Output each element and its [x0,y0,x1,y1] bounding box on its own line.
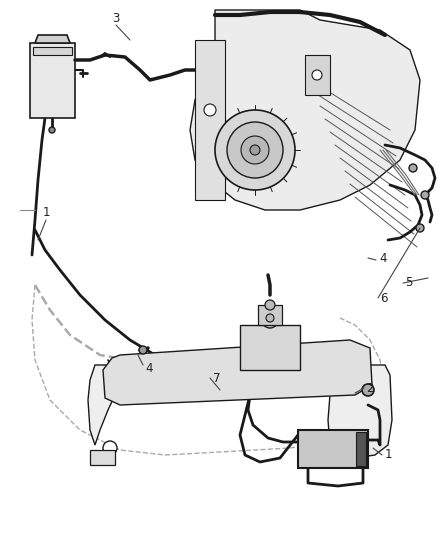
Circle shape [416,224,424,232]
Text: 5: 5 [405,276,413,288]
Text: 2: 2 [366,382,374,394]
Circle shape [49,127,55,133]
Circle shape [227,122,283,178]
Polygon shape [103,340,372,405]
Circle shape [409,164,417,172]
Text: 7: 7 [213,372,221,384]
Bar [33,47,72,55]
Circle shape [241,136,269,164]
Circle shape [421,191,429,199]
Text: 6: 6 [380,292,388,304]
Bar [240,325,300,370]
Polygon shape [35,35,70,43]
Circle shape [362,384,374,396]
Circle shape [103,441,117,455]
Text: 1: 1 [42,206,50,220]
Circle shape [312,70,322,80]
Text: 1: 1 [384,448,392,462]
Circle shape [266,314,274,322]
Circle shape [262,312,278,328]
Bar [298,430,368,468]
Circle shape [265,300,275,310]
Circle shape [139,346,147,354]
Polygon shape [88,365,392,458]
Bar [305,55,330,95]
Text: 3: 3 [112,12,120,25]
Circle shape [204,104,216,116]
Polygon shape [190,10,420,210]
Bar [90,450,115,465]
Circle shape [349,440,365,456]
Circle shape [250,145,260,155]
Bar [195,40,225,200]
Bar [356,432,366,466]
Text: 4: 4 [145,361,153,375]
Text: 4: 4 [379,252,387,264]
Bar [258,305,282,325]
Bar [30,43,75,118]
Circle shape [215,110,295,190]
